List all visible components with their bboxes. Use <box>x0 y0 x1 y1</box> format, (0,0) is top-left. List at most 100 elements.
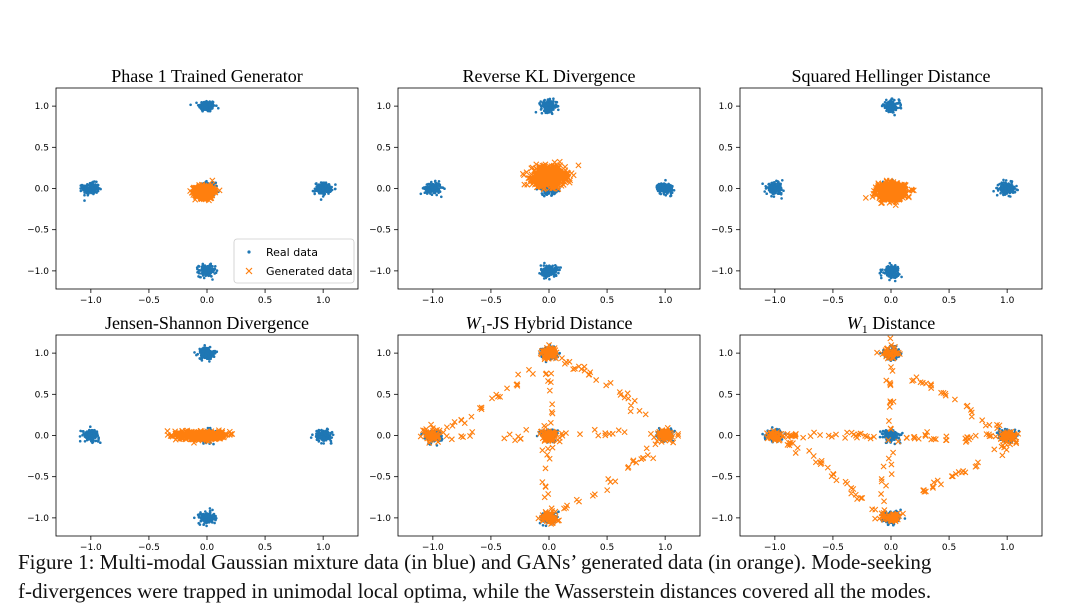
real-data-point <box>211 514 215 518</box>
real-data-point <box>203 267 207 270</box>
legend-entry: Real data <box>266 246 318 259</box>
real-data-point <box>765 192 768 195</box>
real-data-point <box>1012 191 1015 194</box>
real-data-point <box>884 268 887 272</box>
real-data-point <box>546 272 549 276</box>
y-tick-label: 0.5 <box>35 390 49 400</box>
x-tick-label: −0.5 <box>480 543 502 553</box>
real-data-point <box>663 188 667 192</box>
real-data-point <box>201 352 205 356</box>
real-data-point <box>662 186 666 189</box>
y-tick-label: −0.5 <box>711 226 733 236</box>
real-data-point <box>665 188 669 191</box>
real-data-point <box>215 350 219 354</box>
y-tick-label: 0.0 <box>35 185 50 195</box>
x-tick-label: 1.0 <box>1000 296 1015 306</box>
generated-data-series <box>519 158 582 193</box>
real-data-point <box>545 111 549 115</box>
real-data-point <box>550 268 554 272</box>
real-data-point <box>540 111 544 115</box>
y-tick-label: 0.0 <box>719 432 734 442</box>
real-data-point <box>189 103 192 107</box>
x-tick-label: −1.0 <box>764 543 786 553</box>
real-data-point <box>659 192 663 196</box>
real-data-point <box>322 193 326 197</box>
real-data-point <box>91 190 95 193</box>
real-data-point <box>85 430 89 434</box>
real-data-point <box>315 429 318 433</box>
generated-data-series <box>164 427 236 446</box>
real-data-point <box>890 99 893 103</box>
real-data-point <box>774 184 778 187</box>
real-data-point <box>314 182 318 186</box>
real-data-point <box>198 357 202 360</box>
real-data-point <box>193 351 196 354</box>
real-data-point <box>86 183 89 186</box>
real-data-point <box>761 182 764 185</box>
real-data-point <box>309 436 313 439</box>
x-tick-label: −1.0 <box>80 296 102 306</box>
real-data-point <box>428 189 432 193</box>
real-data-point <box>664 183 667 186</box>
real-data-point <box>542 264 546 267</box>
real-data-point <box>1003 187 1007 190</box>
real-data-point <box>545 193 549 196</box>
real-data-point <box>89 425 92 429</box>
real-data-point <box>894 264 897 267</box>
real-data-point <box>91 429 94 432</box>
real-data-point <box>1013 186 1016 190</box>
real-data-point <box>201 355 204 359</box>
real-data-point <box>1010 181 1013 185</box>
y-tick-label: 0.5 <box>719 390 733 400</box>
real-data-point <box>212 517 215 521</box>
legend-box <box>233 238 355 284</box>
real-data-point <box>880 276 883 280</box>
real-data-point <box>538 272 541 275</box>
real-data-point <box>201 266 204 269</box>
real-data-point <box>323 431 327 435</box>
real-data-point <box>440 195 443 199</box>
real-data-point <box>313 187 317 191</box>
real-data-point <box>214 265 217 268</box>
y-tick-label: 1.0 <box>719 349 734 359</box>
real-data-point <box>437 188 440 192</box>
real-data-point <box>896 102 899 105</box>
real-data-point <box>88 428 91 432</box>
real-data-point <box>1002 193 1005 197</box>
legend-marker-generated <box>245 267 253 275</box>
real-data-point <box>437 180 441 183</box>
real-data-point <box>327 183 331 186</box>
real-data-point <box>889 110 892 114</box>
real-data-point <box>882 271 885 274</box>
x-tick-label: −1.0 <box>422 296 444 306</box>
real-data-point <box>201 350 205 353</box>
real-data-point <box>198 265 201 268</box>
points <box>761 335 1022 527</box>
real-data-point <box>83 191 86 194</box>
real-data-point <box>311 189 315 193</box>
real-data-point <box>539 108 543 111</box>
x-tick-label: −1.0 <box>764 296 786 306</box>
real-data-point <box>205 105 208 108</box>
real-data-point <box>321 439 325 442</box>
points <box>79 99 337 281</box>
real-data-point <box>890 439 893 442</box>
real-data-point <box>209 267 213 270</box>
real-data-point <box>893 269 897 272</box>
real-data-point <box>209 262 213 266</box>
real-data-point <box>210 521 214 524</box>
real-data-point <box>552 273 556 276</box>
real-data-point <box>782 189 785 192</box>
real-data-point <box>334 183 337 186</box>
real-data-point <box>210 352 214 355</box>
generated-data-series <box>862 177 917 209</box>
real-data-point <box>767 182 771 186</box>
real-data-point <box>202 102 205 105</box>
panel-title: Phase 1 Trained Generator <box>111 66 302 86</box>
y-tick-label: 1.0 <box>35 102 50 112</box>
real-data-point <box>319 188 322 192</box>
panel-title: W1 Distance <box>847 313 935 336</box>
real-data-point <box>885 109 888 112</box>
real-data-point <box>995 431 999 435</box>
